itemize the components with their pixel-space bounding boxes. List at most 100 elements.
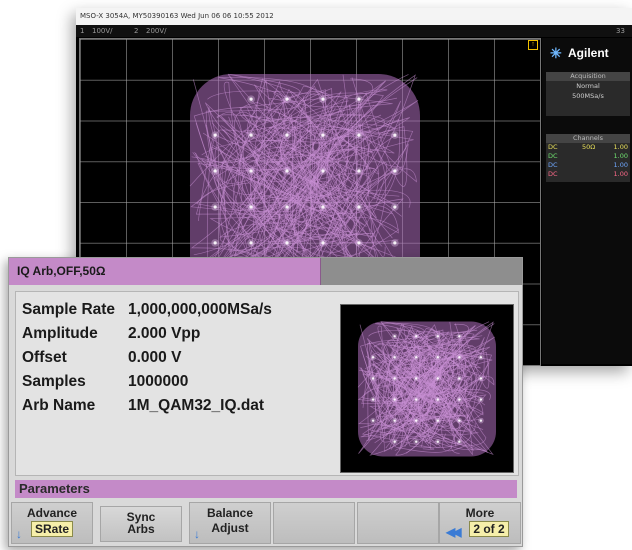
channels-box[interactable]: Channels DC 50Ω 1.00 DC 1.00 DC 1.00 DC 1.00 (546, 134, 630, 182)
balance-adjust-softkey[interactable]: Balance ↓ Adjust (189, 502, 271, 544)
symbol-point (393, 335, 396, 338)
page-indicator: 2 of 2 (469, 521, 509, 537)
scope-status-header: MSO-X 3054A, MY50390163 Wed Jun 06 06 10… (76, 8, 632, 25)
param-samples[interactable]: Samples 1000000 (22, 371, 188, 393)
softkey-sublabel: Adjust (211, 521, 249, 535)
symbol-point (458, 419, 461, 422)
param-offset[interactable]: Offset 0.000 V (22, 347, 181, 369)
constellation-trace-loop (361, 322, 450, 450)
down-arrow-icon: ↓ (194, 527, 200, 541)
constellation-trace-loop (202, 107, 312, 293)
symbol-point (213, 241, 217, 245)
symbol-point (393, 398, 396, 401)
symbol-point (285, 205, 289, 209)
ch1-scale: 100V/ (92, 27, 113, 35)
acquisition-box[interactable]: Acquisition Normal 500MSa/s (546, 72, 630, 116)
channel-coupling: DC (548, 143, 558, 151)
symbol-point (249, 241, 253, 245)
param-value: 1,000,000,000MSa/s (128, 301, 272, 318)
symbol-point (479, 398, 483, 401)
constellation-trace-loop (217, 102, 335, 292)
channel-scale: 1.00 (613, 143, 628, 151)
param-amplitude[interactable]: Amplitude 2.000 Vpp (22, 323, 200, 345)
softkey-bar: Advance ↓ SRate Sync Arbs Balance ↓ Adju… (11, 502, 521, 544)
symbol-point (393, 241, 397, 245)
param-label: Amplitude (22, 325, 98, 342)
constellation-trace-loop (193, 92, 408, 257)
softkey-label: Sync (126, 510, 156, 524)
symbol-point (393, 356, 396, 359)
constellation-trace-loop (297, 133, 369, 288)
symbol-point (479, 356, 483, 359)
symbol-point (415, 356, 418, 359)
symbol-point (479, 377, 483, 380)
symbol-point (371, 398, 375, 401)
symbol-point (436, 398, 439, 401)
symbol-point (371, 356, 375, 359)
symbol-point (321, 241, 325, 245)
symbol-point (393, 377, 396, 380)
top-right-indicator: 33 (616, 27, 625, 35)
ch1-number: 1 (80, 27, 85, 35)
constellation-trace-loop (376, 325, 476, 442)
title-bar-filler (321, 258, 522, 285)
constellation-trace-loop (389, 327, 444, 406)
symbol-point (213, 169, 217, 173)
constellation-trace-loop (383, 336, 495, 410)
blank-softkey-5[interactable] (357, 502, 439, 544)
symbol-point (458, 398, 461, 401)
softkey-label: Advance (26, 506, 78, 520)
constellation-trace-loop (361, 337, 485, 456)
symbol-point (393, 169, 397, 173)
channel-rows: DC 50Ω 1.00 DC 1.00 DC 1.00 DC 1.00 (546, 143, 630, 179)
channel-coupling: DC (548, 152, 558, 160)
symbol-point (436, 440, 439, 443)
symbol-point (285, 169, 289, 173)
symbol-point (415, 398, 418, 401)
more-softkey[interactable]: More ◀◀ 2 of 2 (439, 502, 521, 544)
constellation-trace-loop (401, 329, 480, 436)
waveform-preview (340, 304, 514, 473)
constellation-trace-loop (360, 353, 480, 443)
symbol-point (393, 133, 397, 137)
acquisition-header: Acquisition (546, 72, 630, 81)
symbol-point (393, 440, 396, 443)
channel-row: DC 50Ω 1.00 (546, 143, 630, 152)
symbol-point (249, 205, 253, 209)
symbol-point (458, 356, 461, 359)
constellation-trace-loop (368, 321, 480, 412)
symbol-point (357, 169, 361, 173)
symbol-point (415, 377, 418, 380)
blank-softkey-4[interactable] (273, 502, 355, 544)
param-label: Sample Rate (22, 301, 116, 318)
acquisition-mode: Normal (576, 82, 600, 90)
channel-row: DC 1.00 (546, 152, 630, 161)
channel-scale: 1.00 (613, 170, 628, 178)
symbol-point (249, 97, 253, 101)
symbol-point (321, 205, 325, 209)
param-value: 2.000 Vpp (128, 325, 201, 342)
symbol-point (415, 440, 418, 443)
param-arb-name[interactable]: Arb Name 1M_QAM32_IQ.dat (22, 395, 264, 417)
function-generator-panel: IQ Arb,OFF,50Ω Sample Rate 1,000,000,000M… (8, 257, 523, 547)
constellation-trace-loop (422, 354, 466, 447)
channel-coupling: DC (548, 170, 558, 178)
param-sample-rate[interactable]: Sample Rate 1,000,000,000MSa/s (22, 299, 272, 321)
symbol-point (321, 169, 325, 173)
constellation-trace-loop (374, 344, 484, 431)
symbol-point (249, 169, 253, 173)
constellation-trace-loop (376, 323, 495, 449)
back-arrows-icon: ◀◀ (446, 525, 462, 539)
symbol-point (415, 419, 418, 422)
symbol-point (436, 356, 439, 359)
acquisition-rate: 500MSa/s (572, 92, 604, 100)
symbol-point (371, 377, 375, 380)
brand-logo: ✳ Agilent (542, 42, 632, 64)
agilent-spark-icon: ✳ (550, 45, 562, 61)
softkey-sublabel: 2 of 2 (458, 521, 520, 537)
constellation-trace-loop (194, 111, 414, 290)
param-label: Offset (22, 349, 67, 366)
sync-arbs-softkey[interactable]: Sync Arbs (100, 506, 182, 542)
symbol-point (357, 241, 361, 245)
advance-srate-softkey[interactable]: Advance ↓ SRate (11, 502, 93, 544)
